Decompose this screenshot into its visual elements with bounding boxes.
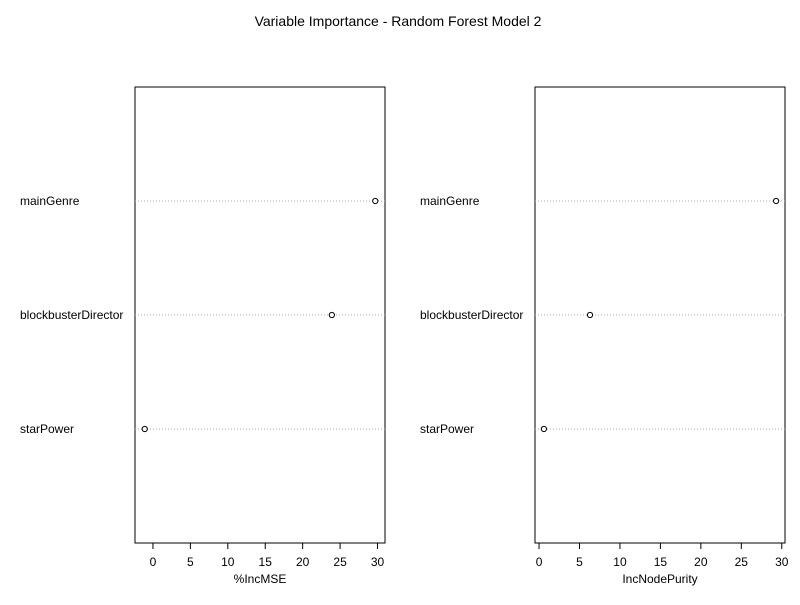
data-point [773,197,780,205]
x-tick-label: 20 [694,555,708,569]
data-point [141,425,148,433]
chart-title: Variable Importance - Random Forest Mode… [255,13,542,29]
x-tick-label: 15 [654,555,668,569]
x-tick-label: 10 [221,555,235,569]
x-tick-label: 10 [613,555,627,569]
x-tick-label: 30 [775,555,789,569]
category-label: starPower [20,422,74,436]
category-label: blockbusterDirector [20,308,123,322]
x-tick-label: 30 [371,555,385,569]
x-tick-label: 0 [150,555,157,569]
x-tick-label: 5 [187,555,194,569]
x-tick-label: 15 [259,555,273,569]
x-axis-label: IncNodePurity [622,572,697,586]
panel-1: mainGenre blockbusterDirector starPower 0 5 1… [20,86,386,586]
category-label: mainGenre [20,194,80,208]
panel-2: mainGenre blockbusterDirector starPower 0 5 1… [420,86,789,586]
x-tick-label: 0 [536,555,543,569]
x-axis-label: %IncMSE [234,572,287,586]
category-label: mainGenre [420,194,480,208]
category-label: starPower [420,422,474,436]
data-point [372,197,379,205]
data-point [540,425,547,433]
data-point [328,311,335,319]
plot-frame [134,86,386,544]
plot-frame [534,86,786,544]
data-point [586,311,594,319]
x-tick-label: 25 [735,555,749,569]
category-label: blockbusterDirector [420,308,523,322]
x-tick-label: 25 [333,555,347,569]
x-tick-label: 20 [296,555,310,569]
x-tick-label: 5 [576,555,583,569]
